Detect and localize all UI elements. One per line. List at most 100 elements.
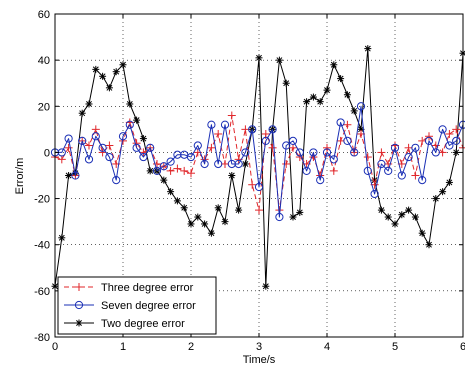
data-point [405, 206, 413, 214]
y-tick-label: 60 [38, 9, 50, 21]
x-tick-label: 2 [188, 341, 194, 353]
data-point [105, 152, 114, 162]
data-point [167, 188, 175, 196]
data-point [397, 171, 406, 180]
data-point [350, 148, 359, 157]
data-point [275, 212, 284, 222]
legend: Three degree error Seven degree error Two … [57, 276, 217, 335]
data-point [207, 143, 216, 152]
data-point [187, 169, 195, 178]
data-point [303, 98, 311, 106]
data-point [132, 139, 141, 148]
data-point [173, 164, 182, 173]
data-point [384, 213, 392, 221]
data-point [431, 148, 440, 157]
data-point [452, 125, 461, 134]
data-point [261, 136, 270, 145]
data-point [105, 84, 113, 92]
data-point [384, 166, 393, 175]
data-point [445, 141, 454, 150]
data-point [452, 136, 461, 145]
data-point [193, 141, 202, 150]
data-point [309, 148, 318, 157]
y-axis-label: Error/m [14, 158, 26, 195]
data-point [201, 220, 209, 228]
data-point [139, 152, 148, 162]
x-axis-ticks: 0 1 2 3 4 5 6 [52, 14, 465, 353]
data-point [323, 86, 331, 94]
legend-entry: Three degree error [64, 282, 194, 294]
legend-marker [75, 283, 83, 291]
data-point [411, 143, 420, 152]
x-tick-label: 6 [460, 341, 465, 353]
data-point [186, 152, 196, 162]
data-point [336, 118, 345, 127]
data-point [329, 166, 338, 175]
data-point [418, 136, 427, 145]
data-point [424, 136, 434, 145]
x-axis-label: Time/s [243, 354, 276, 366]
data-point [207, 120, 216, 129]
data-point [371, 176, 379, 184]
data-point [309, 93, 317, 101]
data-point [431, 141, 440, 150]
legend-label: Two degree error [101, 318, 185, 330]
data-point [146, 167, 154, 175]
data-point [112, 68, 120, 76]
data-point [228, 172, 236, 179]
data-point [235, 206, 243, 214]
data-point [146, 143, 155, 152]
data-point [296, 208, 304, 216]
data-point [139, 148, 148, 157]
data-point [275, 56, 283, 64]
data-point [343, 136, 352, 145]
x-tick-label: 4 [324, 341, 330, 353]
data-point [85, 141, 93, 150]
data-point [227, 111, 236, 120]
data-point [438, 148, 447, 157]
data-point [214, 204, 222, 212]
data-point [404, 143, 413, 152]
data-point [316, 98, 324, 106]
data-point [221, 218, 229, 226]
data-point [363, 153, 372, 162]
legend-label: Seven degree error [101, 300, 196, 312]
data-point [248, 180, 257, 189]
data-point [323, 143, 331, 152]
data-point [411, 213, 419, 221]
data-point [194, 213, 202, 221]
data-point [377, 148, 386, 157]
data-point [316, 176, 325, 185]
data-point [91, 132, 100, 141]
x-tick-label: 1 [120, 341, 126, 353]
data-point [322, 148, 332, 157]
data-point [343, 120, 352, 129]
data-point [350, 107, 358, 115]
data-point [78, 136, 87, 145]
data-point [289, 143, 297, 152]
data-point [282, 159, 291, 168]
data-point [139, 135, 147, 143]
data-point [98, 148, 107, 157]
data-point [105, 141, 114, 150]
data-point [64, 134, 73, 143]
data-point [98, 143, 107, 152]
data-point [425, 132, 433, 141]
data-point [425, 241, 433, 249]
data-point [180, 204, 188, 212]
legend-entry: Seven degree error [64, 300, 196, 312]
data-point [91, 125, 100, 134]
y-tick-label: -80 [34, 332, 50, 344]
data-point [268, 143, 277, 152]
data-point [445, 178, 453, 186]
x-tick-label: 3 [256, 341, 262, 353]
data-point [282, 141, 291, 150]
x-tick-label: 0 [52, 341, 58, 353]
data-point [159, 162, 168, 171]
data-point [112, 176, 121, 185]
series-2 [50, 102, 465, 222]
legend-entry: Two degree error [64, 318, 185, 330]
data-point [221, 159, 229, 168]
y-axis-ticks: -80 -60 -40 -20 0 20 40 60 [34, 9, 463, 344]
data-point [363, 166, 372, 175]
